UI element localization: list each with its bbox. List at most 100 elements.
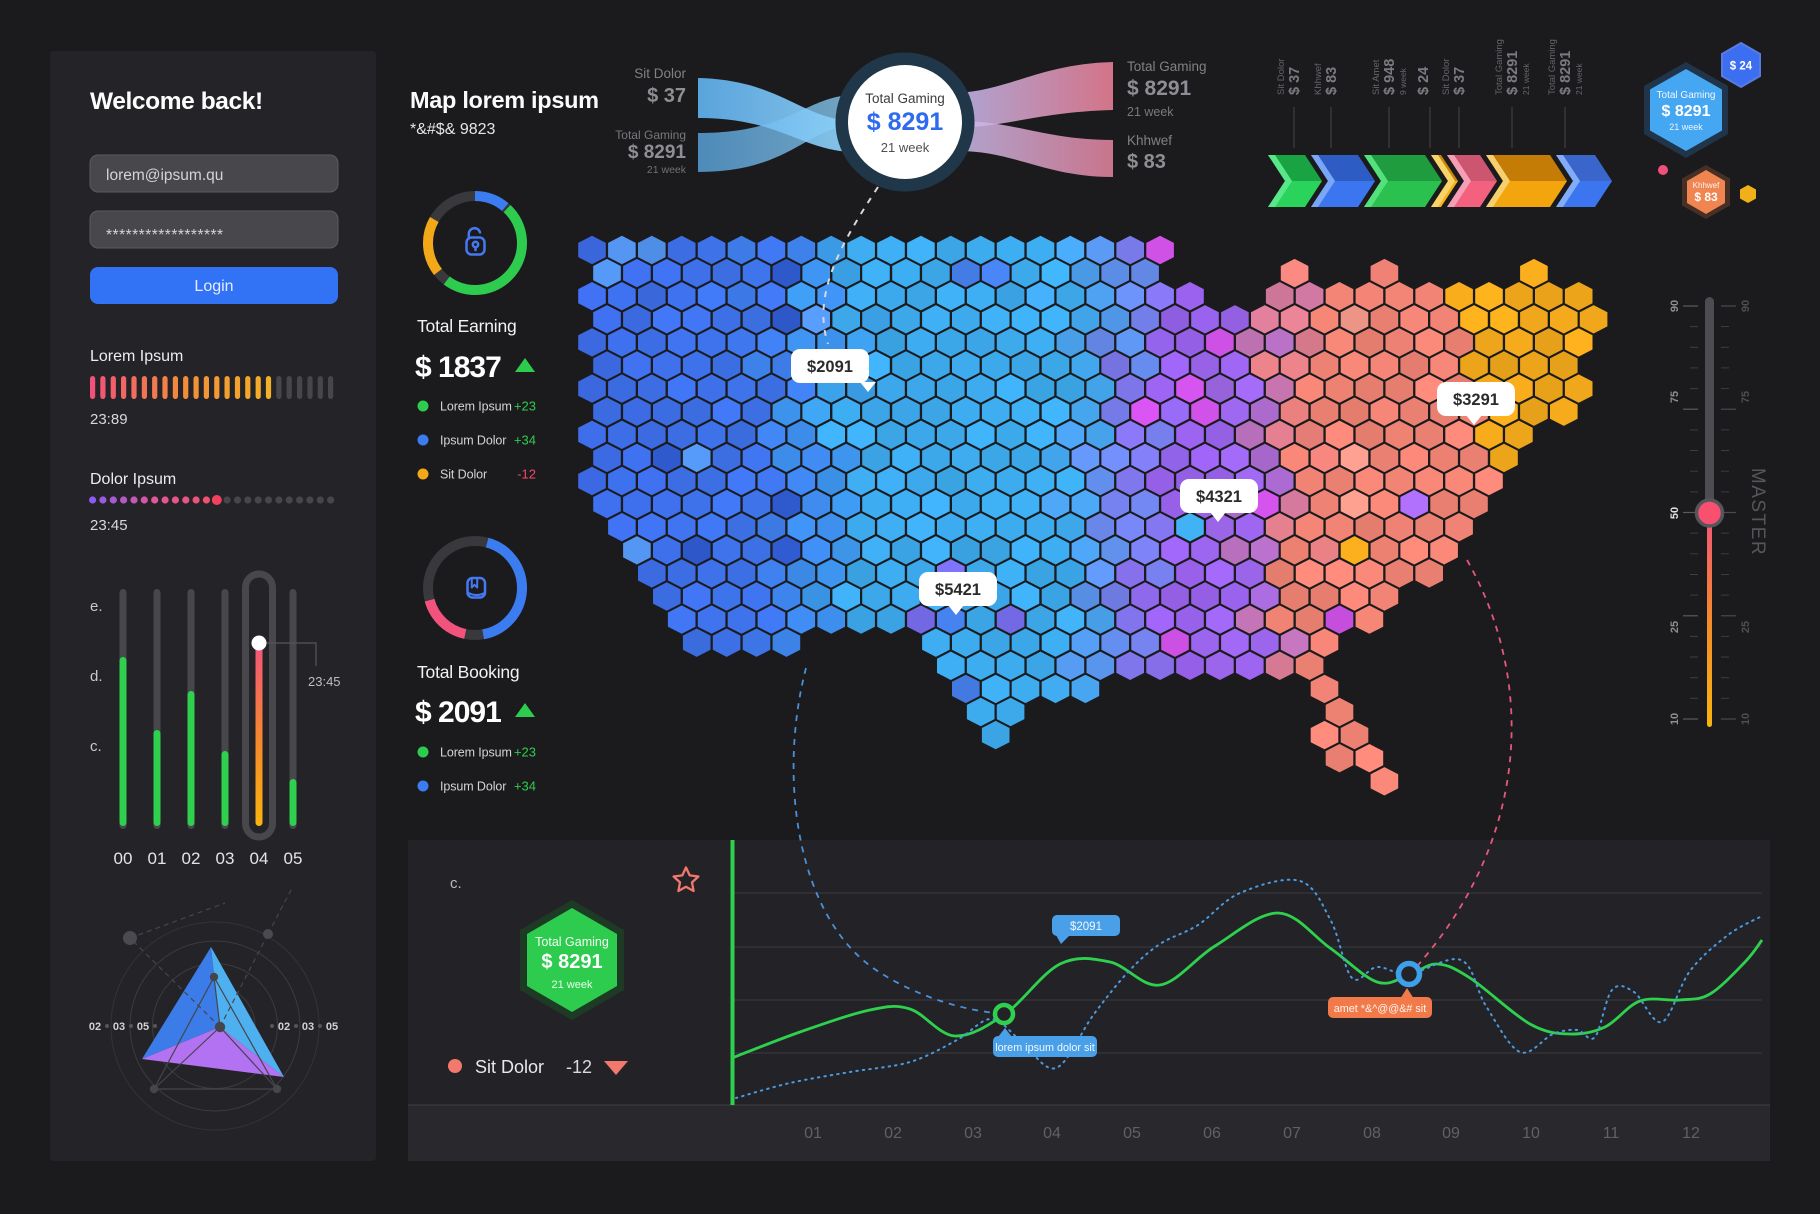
svg-text:02: 02	[182, 849, 201, 868]
svg-text:$ 24: $ 24	[1730, 61, 1753, 73]
svg-text:08: 08	[1363, 1125, 1381, 1142]
svg-text:+34: +34	[514, 433, 536, 448]
svg-text:$ 8291: $ 8291	[541, 951, 602, 973]
svg-text:00: 00	[114, 849, 133, 868]
svg-text:Map lorem ipsum: Map lorem ipsum	[410, 87, 599, 113]
svg-text:10: 10	[1740, 713, 1752, 725]
svg-text:01: 01	[148, 849, 167, 868]
svg-text:04: 04	[250, 849, 269, 868]
svg-text:25: 25	[1740, 621, 1752, 633]
svg-text:$3291: $3291	[1453, 391, 1499, 409]
svg-text:23:45: 23:45	[90, 517, 128, 534]
svg-text:$ 8291: $ 8291	[1662, 103, 1711, 120]
svg-text:Total Earning: Total Earning	[417, 316, 517, 336]
svg-text:90: 90	[1740, 300, 1752, 312]
svg-text:MASTER: MASTER	[1747, 468, 1768, 556]
svg-text:02: 02	[884, 1125, 902, 1142]
svg-text:Lorem Ipsum: Lorem Ipsum	[90, 348, 183, 365]
svg-text:Dolor Ipsum: Dolor Ipsum	[90, 471, 176, 488]
svg-text:Total Gaming: Total Gaming	[1547, 39, 1558, 95]
svg-text:$ 37: $ 37	[1452, 67, 1468, 95]
svg-text:Ipsum Dolor: Ipsum Dolor	[440, 780, 506, 794]
svg-text:Khhwef: Khhwef	[1313, 63, 1324, 95]
svg-text:Total Booking: Total Booking	[417, 662, 519, 682]
svg-text:$4321: $4321	[1196, 488, 1242, 506]
svg-text:21 week: 21 week	[647, 164, 687, 176]
svg-text:03: 03	[216, 849, 235, 868]
svg-text:Total Gaming: Total Gaming	[865, 91, 945, 106]
svg-text:Khhwef: Khhwef	[1693, 181, 1720, 190]
svg-text:02: 02	[278, 1021, 290, 1033]
svg-text:$ 24: $ 24	[1416, 67, 1432, 95]
svg-text:Lorem Ipsum: Lorem Ipsum	[440, 400, 512, 414]
svg-text:$ 948: $ 948	[1382, 59, 1398, 95]
svg-text:21 week: 21 week	[1669, 122, 1703, 132]
svg-text:-12: -12	[517, 467, 536, 482]
svg-text:25: 25	[1669, 621, 1681, 633]
svg-text:Total Gaming: Total Gaming	[1657, 90, 1716, 101]
svg-text:Total Gaming: Total Gaming	[1127, 59, 1207, 74]
svg-text:amet *&^@@&# sit: amet *&^@@&# sit	[1334, 1003, 1426, 1015]
svg-text:03: 03	[113, 1021, 125, 1033]
svg-text:$ 37: $ 37	[1287, 67, 1303, 95]
svg-text:11: 11	[1603, 1125, 1620, 1142]
svg-text:c.: c.	[450, 875, 462, 892]
svg-text:$2091: $2091	[1070, 921, 1102, 933]
svg-text:lorem ipsum dolor sit: lorem ipsum dolor sit	[995, 1042, 1095, 1054]
svg-text:$ 8291: $ 8291	[628, 142, 687, 163]
svg-text:$ 37: $ 37	[647, 85, 686, 107]
svg-text:$ 2091: $ 2091	[415, 696, 501, 729]
svg-text:$ 83: $ 83	[1694, 190, 1718, 204]
svg-text:Sit Dolor: Sit Dolor	[440, 468, 487, 482]
svg-text:03: 03	[964, 1125, 982, 1142]
svg-text:02: 02	[89, 1021, 101, 1033]
svg-text:21 week: 21 week	[552, 979, 593, 991]
svg-text:*&#$& 9823: *&#$& 9823	[410, 121, 496, 138]
svg-text:$ 83: $ 83	[1127, 151, 1166, 173]
svg-text:05: 05	[326, 1021, 338, 1033]
svg-text:Khhwef: Khhwef	[1127, 133, 1172, 148]
svg-text:e.: e.	[90, 598, 103, 615]
svg-text:10: 10	[1522, 1125, 1540, 1142]
svg-text:d.: d.	[90, 668, 103, 685]
svg-text:lorem@ipsum.qu: lorem@ipsum.qu	[106, 167, 223, 184]
svg-text:c.: c.	[90, 738, 102, 755]
svg-text:$ 1837: $ 1837	[415, 351, 501, 384]
svg-text:07: 07	[1283, 1125, 1301, 1142]
svg-text:21 week: 21 week	[1574, 63, 1584, 95]
svg-text:90: 90	[1669, 300, 1681, 312]
svg-text:+23: +23	[514, 745, 536, 760]
svg-text:-12: -12	[566, 1057, 592, 1077]
svg-text:******************: ******************	[106, 227, 224, 244]
svg-text:+23: +23	[514, 399, 536, 414]
svg-text:Sit Amet: Sit Amet	[1371, 59, 1382, 95]
svg-text:21 week: 21 week	[881, 140, 930, 155]
svg-text:Sit Dolor: Sit Dolor	[1276, 59, 1287, 95]
svg-text:+34: +34	[514, 779, 536, 794]
svg-text:05: 05	[284, 849, 303, 868]
svg-text:Welcome back!: Welcome back!	[90, 88, 263, 115]
svg-text:06: 06	[1203, 1125, 1221, 1142]
svg-text:Login: Login	[194, 278, 233, 295]
svg-text:23:45: 23:45	[308, 674, 341, 689]
svg-text:05: 05	[1123, 1125, 1141, 1142]
svg-text:$ 8291: $ 8291	[1127, 77, 1192, 100]
svg-text:Lorem Ipsum: Lorem Ipsum	[440, 746, 512, 760]
svg-text:23:89: 23:89	[90, 411, 128, 428]
svg-text:$ 83: $ 83	[1324, 67, 1340, 95]
svg-text:12: 12	[1682, 1125, 1700, 1142]
svg-text:04: 04	[1043, 1125, 1061, 1142]
svg-text:Total Gaming: Total Gaming	[615, 128, 686, 142]
svg-text:50: 50	[1669, 507, 1681, 519]
svg-text:01: 01	[804, 1125, 822, 1142]
svg-text:$5421: $5421	[935, 581, 981, 599]
svg-text:Ipsum Dolor: Ipsum Dolor	[440, 434, 506, 448]
svg-text:$ 8291: $ 8291	[867, 108, 944, 136]
svg-text:Sit Dolor: Sit Dolor	[634, 66, 686, 81]
svg-text:75: 75	[1669, 391, 1681, 403]
svg-text:$2091: $2091	[807, 358, 853, 376]
svg-text:09: 09	[1442, 1125, 1460, 1142]
svg-text:05: 05	[137, 1021, 149, 1033]
svg-text:Sit Dolor: Sit Dolor	[475, 1057, 544, 1077]
svg-text:Total Gaming: Total Gaming	[1494, 39, 1505, 95]
